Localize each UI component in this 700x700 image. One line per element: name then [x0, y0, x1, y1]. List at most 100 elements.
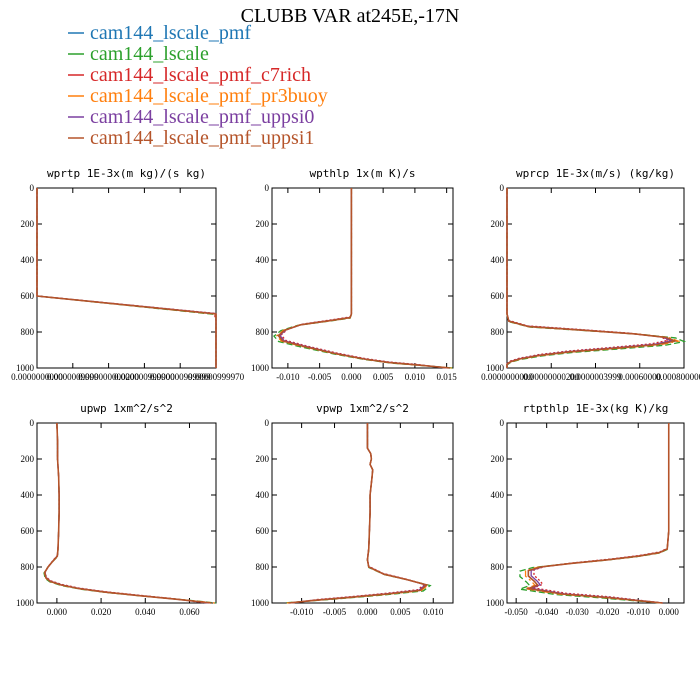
series-line-6	[36, 188, 217, 368]
plot-frame	[36, 422, 217, 604]
series-line-2	[283, 423, 432, 604]
x-tick-label: 0.005	[390, 607, 411, 617]
legend-label-4: cam144_lscale_pmf_pr3buoy	[90, 85, 328, 107]
series-line-1	[277, 188, 450, 369]
x-tick-label: 0.000	[357, 607, 378, 617]
series-line-4	[523, 423, 670, 604]
y-tick-label: 600	[256, 526, 270, 536]
y-tick-label: 800	[21, 327, 35, 337]
y-tick-label: 1000	[486, 598, 505, 608]
y-tick-label: 200	[21, 219, 35, 229]
series-line-2	[43, 422, 217, 604]
panel-title: upwp 1xm^2/s^2	[80, 402, 173, 415]
y-tick-label: 200	[256, 219, 270, 229]
plot-frame	[506, 422, 685, 604]
x-tick-label: -0.005	[308, 372, 332, 382]
x-tick-label: 0.00060000	[618, 372, 661, 382]
figure-title: CLUBB VAR at245E,-17N	[241, 5, 460, 27]
x-tick-label: 0.0000000000	[481, 372, 533, 382]
series-line-3	[36, 188, 217, 368]
x-tick-label: 0.005	[373, 372, 394, 382]
y-tick-label: 600	[491, 291, 505, 301]
series-line-6	[288, 423, 429, 604]
legend-label-2: cam144_lscale	[90, 43, 209, 65]
y-tick-label: 0	[500, 183, 505, 193]
series-line-3	[531, 423, 670, 604]
x-tick-label: 0.000	[47, 607, 68, 617]
series-line-6	[506, 188, 678, 368]
panel-2: wpthlp 1x(m K)/s 0 200 400 600 800 1000 -0.010-…	[251, 167, 457, 382]
x-tick-label: 0.000	[341, 372, 362, 382]
x-tick-label: 0.020	[91, 607, 112, 617]
y-tick-label: 200	[491, 219, 505, 229]
y-tick-label: 800	[256, 327, 270, 337]
x-tick-label: 0.000000999900	[114, 372, 175, 382]
series-line-5	[506, 188, 674, 368]
panel-title: wprtp 1E-3x(m kg)/(s kg)	[47, 167, 206, 180]
y-tick-label: 200	[491, 454, 505, 464]
x-tick-label: 0.040	[135, 607, 156, 617]
series-line-2	[517, 423, 670, 604]
legend: cam144_lscale_pmfcam144_lscalecam144_lsc…	[68, 22, 328, 149]
series-line-1	[525, 423, 670, 604]
series-line-5	[278, 188, 448, 369]
panel-title: wpthlp 1x(m K)/s	[310, 167, 416, 180]
y-tick-label: 1000	[251, 598, 270, 608]
series-line-3	[291, 423, 426, 604]
x-tick-label: -0.010	[290, 607, 314, 617]
y-tick-label: 1000	[16, 363, 35, 373]
series-line-2	[273, 188, 454, 369]
x-tick-label: 0.000000000200	[78, 372, 139, 382]
series-line-4	[286, 423, 430, 604]
series-line-2	[506, 188, 687, 368]
series-line-4	[275, 188, 452, 369]
legend-label-3: cam144_lscale_pmf_c7rich	[90, 64, 311, 86]
y-tick-label: 0	[30, 418, 35, 428]
x-tick-label: 0.010	[405, 372, 426, 382]
y-tick-label: 1000	[16, 598, 35, 608]
y-tick-label: 800	[256, 562, 270, 572]
y-tick-label: 1000	[486, 363, 505, 373]
legend-label-5: cam144_lscale_pmf_uppsi0	[90, 106, 314, 128]
y-tick-label: 400	[21, 490, 35, 500]
x-tick-label: 0.0000003999	[570, 372, 622, 382]
plot-frame	[271, 187, 454, 369]
series-line-5	[289, 423, 427, 604]
series-line-1	[288, 423, 429, 604]
panel-title: vpwp 1xm^2/s^2	[316, 402, 409, 415]
y-tick-label: 800	[21, 562, 35, 572]
x-tick-label: -0.010	[276, 372, 300, 382]
series-line-1	[506, 188, 678, 368]
legend-label-6: cam144_lscale_pmf_uppsi1	[90, 127, 314, 149]
series-line-6	[525, 423, 670, 604]
panel-5: vpwp 1xm^2/s^2 0 200 400 600 800 1000 -0.010 -0.…	[251, 402, 454, 617]
x-tick-label: 0.00000000200	[523, 372, 580, 382]
x-tick-label: -0.005	[323, 607, 347, 617]
y-tick-label: 600	[21, 291, 35, 301]
x-tick-label: 0.00000999970	[188, 372, 245, 382]
y-tick-label: 0	[265, 418, 270, 428]
x-tick-label: 0.015	[437, 372, 458, 382]
panel-title: wprcp 1E-3x(m/s) (kg/kg)	[516, 167, 675, 180]
series-line-3	[506, 188, 671, 368]
x-tick-label: 0.010	[423, 607, 444, 617]
series-line-5	[528, 423, 670, 604]
series-line-5	[44, 422, 209, 604]
y-tick-label: 0	[265, 183, 270, 193]
series-line-4	[36, 188, 217, 368]
series-line-2	[36, 188, 217, 368]
x-tick-label: -0.030	[566, 607, 590, 617]
series-line-6	[43, 422, 212, 604]
y-tick-label: 1000	[251, 363, 270, 373]
x-tick-label: -0.040	[535, 607, 559, 617]
panel-4: upwp 1xm^2/s^2 0 200 400 600 800 1000 0.000 0.02…	[16, 402, 217, 617]
y-tick-label: 600	[21, 526, 35, 536]
x-tick-label: 0.0000009999	[47, 372, 99, 382]
plot-frame	[36, 187, 217, 369]
y-tick-label: 400	[491, 490, 505, 500]
x-tick-label: 0.000000999999	[150, 372, 211, 382]
y-tick-label: 200	[21, 454, 35, 464]
x-tick-label: 0.00080000004	[656, 372, 700, 382]
series-line-1	[44, 422, 212, 604]
